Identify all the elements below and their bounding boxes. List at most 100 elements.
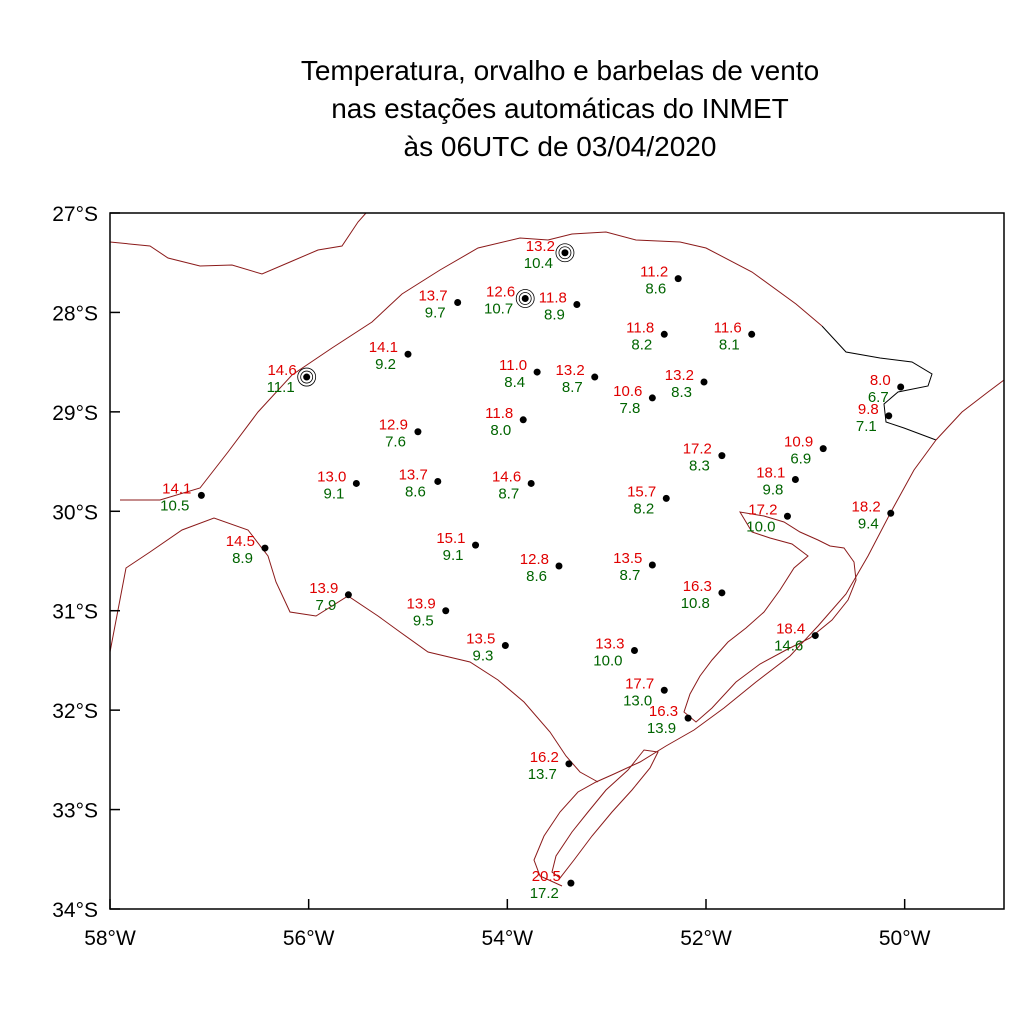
station: 12.88.6 bbox=[520, 551, 563, 585]
station: 18.19.8 bbox=[756, 464, 799, 498]
dewpoint-label: 10.7 bbox=[484, 301, 513, 318]
lagoa-mirim bbox=[551, 749, 659, 879]
temperature-label: 17.2 bbox=[683, 441, 712, 458]
title-line-2: nas estações automáticas do INMET bbox=[331, 93, 789, 124]
y-tick-label: 27°S bbox=[52, 203, 98, 226]
station: 10.67.8 bbox=[613, 383, 656, 417]
temperature-label: 16.3 bbox=[683, 578, 712, 595]
station-dot bbox=[261, 544, 269, 552]
station-dot bbox=[527, 479, 535, 487]
dewpoint-label: 8.3 bbox=[689, 458, 710, 475]
station-dot bbox=[718, 589, 726, 597]
dewpoint-label: 8.0 bbox=[490, 422, 511, 439]
station-dot bbox=[561, 249, 569, 257]
temperature-label: 13.9 bbox=[309, 580, 338, 597]
dewpoint-label: 13.7 bbox=[528, 766, 557, 783]
temperature-label: 10.9 bbox=[784, 434, 813, 451]
temperature-label: 11.8 bbox=[626, 319, 654, 336]
temperature-label: 13.2 bbox=[526, 238, 555, 255]
station-dot bbox=[591, 373, 599, 381]
station-dot bbox=[555, 562, 563, 570]
calm-wind-ring bbox=[297, 367, 317, 387]
station-dot bbox=[303, 373, 311, 381]
station-dot bbox=[648, 561, 656, 569]
plot-frame bbox=[109, 212, 1005, 910]
station-dot bbox=[630, 646, 638, 654]
temperature-label: 13.5 bbox=[466, 631, 495, 648]
station: 8.06.7 bbox=[868, 372, 905, 406]
station-dot bbox=[660, 330, 668, 338]
dewpoint-label: 7.9 bbox=[316, 597, 337, 614]
station: 11.88.0 bbox=[485, 405, 527, 439]
station: 16.213.7 bbox=[528, 749, 573, 783]
temperature-label: 8.0 bbox=[870, 372, 891, 389]
dewpoint-label: 9.3 bbox=[472, 648, 493, 665]
lagoa-dos-patos bbox=[683, 511, 857, 723]
temperature-label: 13.9 bbox=[407, 596, 436, 613]
temperature-label: 15.1 bbox=[436, 530, 465, 547]
temperature-label: 16.2 bbox=[530, 749, 559, 766]
station: 13.97.9 bbox=[309, 580, 352, 614]
dewpoint-label: 8.9 bbox=[232, 550, 253, 567]
coastline-rs bbox=[533, 439, 937, 887]
dewpoint-label: 9.1 bbox=[443, 547, 464, 564]
temperature-label: 17.7 bbox=[625, 675, 654, 692]
station-dot bbox=[748, 330, 756, 338]
station: 18.29.4 bbox=[852, 498, 895, 532]
x-tick-label: 52°W bbox=[680, 927, 732, 950]
axis-ticks: 58°W 56°W 54°W 52°W 50°W 27°S 28°S 29°S 30°S 31°S… bbox=[52, 203, 930, 950]
dewpoint-label: 7.8 bbox=[620, 400, 641, 417]
y-tick-label: 30°S bbox=[52, 501, 98, 524]
temperature-label: 13.0 bbox=[317, 468, 346, 485]
temperature-label: 13.7 bbox=[418, 287, 447, 304]
temperature-label: 14.1 bbox=[162, 480, 191, 497]
dewpoint-label: 8.6 bbox=[405, 483, 426, 500]
station-dot bbox=[454, 298, 462, 306]
dewpoint-label: 8.4 bbox=[504, 374, 525, 391]
station: 16.313.9 bbox=[647, 703, 692, 737]
calm-wind-ring bbox=[555, 243, 575, 263]
station: 11.88.2 bbox=[626, 319, 668, 353]
station-dot bbox=[660, 686, 668, 694]
station-dot bbox=[700, 378, 708, 386]
dewpoint-label: 10.5 bbox=[160, 497, 189, 514]
coastline-north bbox=[935, 379, 1004, 441]
dewpoint-label: 6.7 bbox=[868, 389, 889, 406]
temperature-label: 12.6 bbox=[486, 284, 515, 301]
station-dot bbox=[434, 477, 442, 485]
dewpoint-label: 13.0 bbox=[623, 692, 652, 709]
station-dot bbox=[565, 760, 573, 768]
temperature-label: 9.8 bbox=[858, 401, 879, 418]
dewpoint-label: 9.7 bbox=[425, 304, 446, 321]
station: 13.09.1 bbox=[317, 468, 360, 502]
station: 13.310.0 bbox=[593, 635, 638, 669]
station-dot bbox=[791, 475, 799, 483]
dewpoint-label: 8.2 bbox=[631, 336, 652, 353]
temperature-label: 14.6 bbox=[267, 362, 296, 379]
station: 14.611.1 bbox=[267, 362, 317, 396]
dewpoint-label: 8.7 bbox=[562, 379, 583, 396]
dewpoint-label: 9.4 bbox=[858, 515, 879, 532]
dewpoint-label: 6.9 bbox=[790, 451, 811, 468]
station: 11.08.4 bbox=[499, 357, 541, 391]
temperature-label: 10.6 bbox=[613, 383, 642, 400]
station: 11.68.1 bbox=[714, 319, 756, 353]
station: 17.28.3 bbox=[683, 441, 726, 475]
station-dot bbox=[404, 350, 412, 358]
temperature-label: 13.3 bbox=[595, 635, 624, 652]
station-dot bbox=[533, 368, 541, 376]
station: 13.210.4 bbox=[524, 238, 575, 272]
calm-wind-ring-inner bbox=[558, 246, 572, 260]
station-dot bbox=[684, 714, 692, 722]
station-dot bbox=[352, 479, 360, 487]
title-line-1: Temperatura, orvalho e barbelas de vento bbox=[300, 55, 820, 86]
station-dot bbox=[662, 494, 670, 502]
dewpoint-label: 9.5 bbox=[413, 613, 434, 630]
temperature-label: 18.2 bbox=[852, 498, 881, 515]
y-tick-label: 34°S bbox=[52, 899, 98, 922]
state-border-rs bbox=[110, 213, 367, 275]
dewpoint-label: 11.1 bbox=[267, 379, 295, 396]
dewpoint-label: 8.7 bbox=[498, 485, 519, 502]
station: 13.28.7 bbox=[556, 362, 599, 396]
